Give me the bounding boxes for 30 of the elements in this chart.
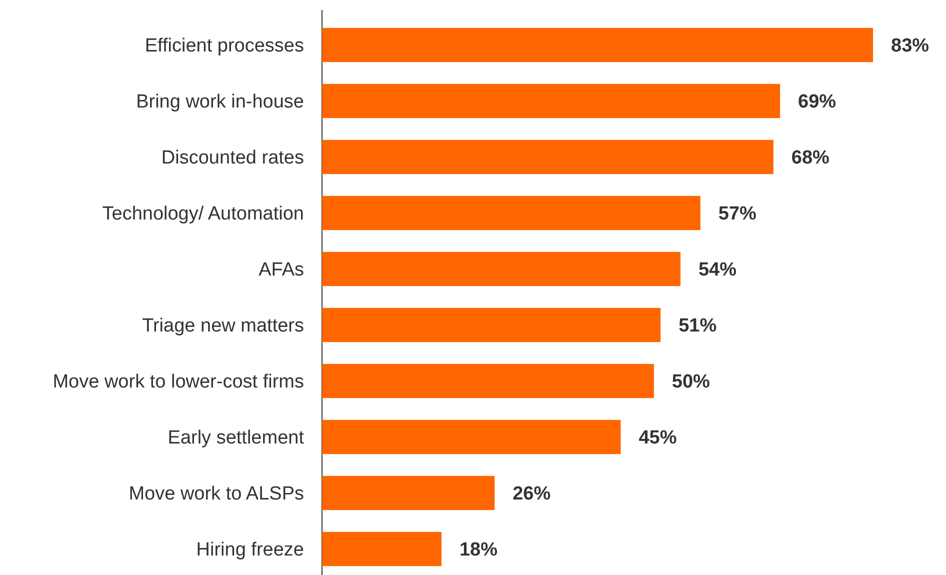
data-label: 69% bbox=[798, 92, 836, 113]
y-tick-label: Discounted rates bbox=[161, 148, 304, 169]
y-tick-label: Triage new matters bbox=[142, 316, 304, 337]
data-label: 26% bbox=[512, 484, 551, 505]
bar bbox=[322, 252, 680, 286]
y-tick-label: Bring work in-house bbox=[136, 92, 304, 113]
data-label: 45% bbox=[638, 428, 677, 449]
bar bbox=[322, 84, 780, 118]
y-tick-label: Technology/ Automation bbox=[102, 204, 304, 225]
bar bbox=[322, 420, 621, 454]
bar bbox=[322, 308, 661, 342]
data-label: 18% bbox=[459, 540, 498, 561]
bar bbox=[322, 532, 442, 566]
bar bbox=[322, 476, 495, 510]
y-tick-label: Move work to ALSPs bbox=[128, 484, 304, 505]
data-label: 51% bbox=[678, 316, 717, 337]
data-label: 83% bbox=[891, 36, 930, 57]
y-tick-label: Efficient processes bbox=[144, 36, 304, 57]
y-tick-label: Move work to lower-cost firms bbox=[52, 372, 304, 393]
data-label: 54% bbox=[698, 260, 737, 281]
bar bbox=[322, 28, 873, 62]
bar bbox=[322, 196, 700, 230]
y-tick-label: Early settlement bbox=[168, 428, 305, 449]
y-tick-label: Hiring freeze bbox=[196, 540, 304, 561]
bar bbox=[322, 364, 654, 398]
y-tick-label: AFAs bbox=[258, 260, 304, 281]
data-label: 68% bbox=[791, 148, 830, 169]
bar bbox=[322, 140, 774, 174]
data-label: 57% bbox=[718, 204, 757, 225]
data-label: 50% bbox=[672, 372, 710, 393]
